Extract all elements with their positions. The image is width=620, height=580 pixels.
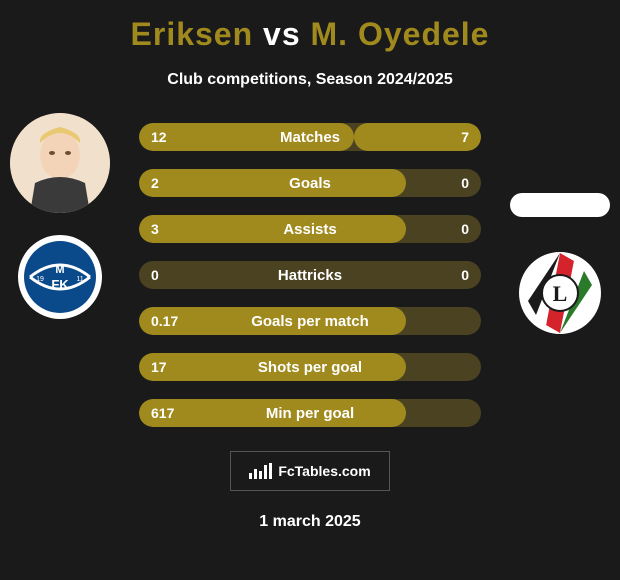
stat-value-right: 7 (461, 129, 469, 145)
stat-value-left: 3 (151, 221, 159, 237)
stat-value-right: 0 (461, 221, 469, 237)
stat-value-left: 17 (151, 359, 167, 375)
stat-fill-left (139, 169, 406, 197)
stat-value-left: 12 (151, 129, 167, 145)
svg-text:M: M (55, 264, 64, 276)
player1-club-badge: M FK 19 11 (16, 233, 104, 321)
stat-value-left: 2 (151, 175, 159, 191)
brand-text: FcTables.com (278, 463, 370, 479)
svg-text:L: L (553, 281, 568, 306)
stat-label: Goals per match (251, 313, 369, 330)
stat-row: 17 Shots per goal (139, 353, 481, 381)
stat-value-right: 0 (461, 267, 469, 283)
stat-label: Min per goal (266, 405, 354, 422)
svg-text:FK: FK (51, 277, 69, 292)
svg-text:19: 19 (36, 276, 44, 283)
vs-text: vs (263, 16, 301, 52)
player2-avatar-placeholder (510, 193, 610, 217)
stat-row: 2 0 Goals (139, 169, 481, 197)
player1-name: Eriksen (131, 16, 254, 52)
stat-fill-left (139, 215, 406, 243)
stat-label: Hattricks (278, 267, 342, 284)
stat-row: 12 7 Matches (139, 123, 481, 151)
player2-name: M. Oyedele (311, 16, 490, 52)
stat-value-left: 0 (151, 267, 159, 283)
brand-icon (249, 463, 272, 479)
footer-date: 1 march 2025 (259, 513, 360, 531)
stat-row: 617 Min per goal (139, 399, 481, 427)
stat-value-left: 0.17 (151, 313, 178, 329)
subtitle: Club competitions, Season 2024/2025 (167, 71, 452, 89)
stat-label: Goals (289, 175, 331, 192)
page-title: Eriksen vs M. Oyedele (131, 16, 490, 53)
svg-text:11: 11 (76, 276, 83, 283)
player2-column: L (500, 123, 620, 337)
stats-column: 12 7 Matches 2 0 Goals 3 0 Assists 0 0 Hattricks 0.1… (135, 123, 485, 427)
player1-column: M FK 19 11 (0, 123, 120, 321)
stat-value-left: 617 (151, 405, 174, 421)
comparison-area: M FK 19 11 12 7 Matches 2 0 Goals 3 0 Assists 0 0 H… (0, 123, 620, 427)
stat-value-right: 0 (461, 175, 469, 191)
footer-brand[interactable]: FcTables.com (230, 451, 390, 491)
stat-row: 0 0 Hattricks (139, 261, 481, 289)
stat-label: Shots per goal (258, 359, 362, 376)
stat-row: 3 0 Assists (139, 215, 481, 243)
player2-club-badge: L (516, 249, 604, 337)
stat-label: Matches (280, 129, 340, 146)
stat-label: Assists (283, 221, 336, 238)
player1-avatar (10, 113, 110, 213)
stat-row: 0.17 Goals per match (139, 307, 481, 335)
